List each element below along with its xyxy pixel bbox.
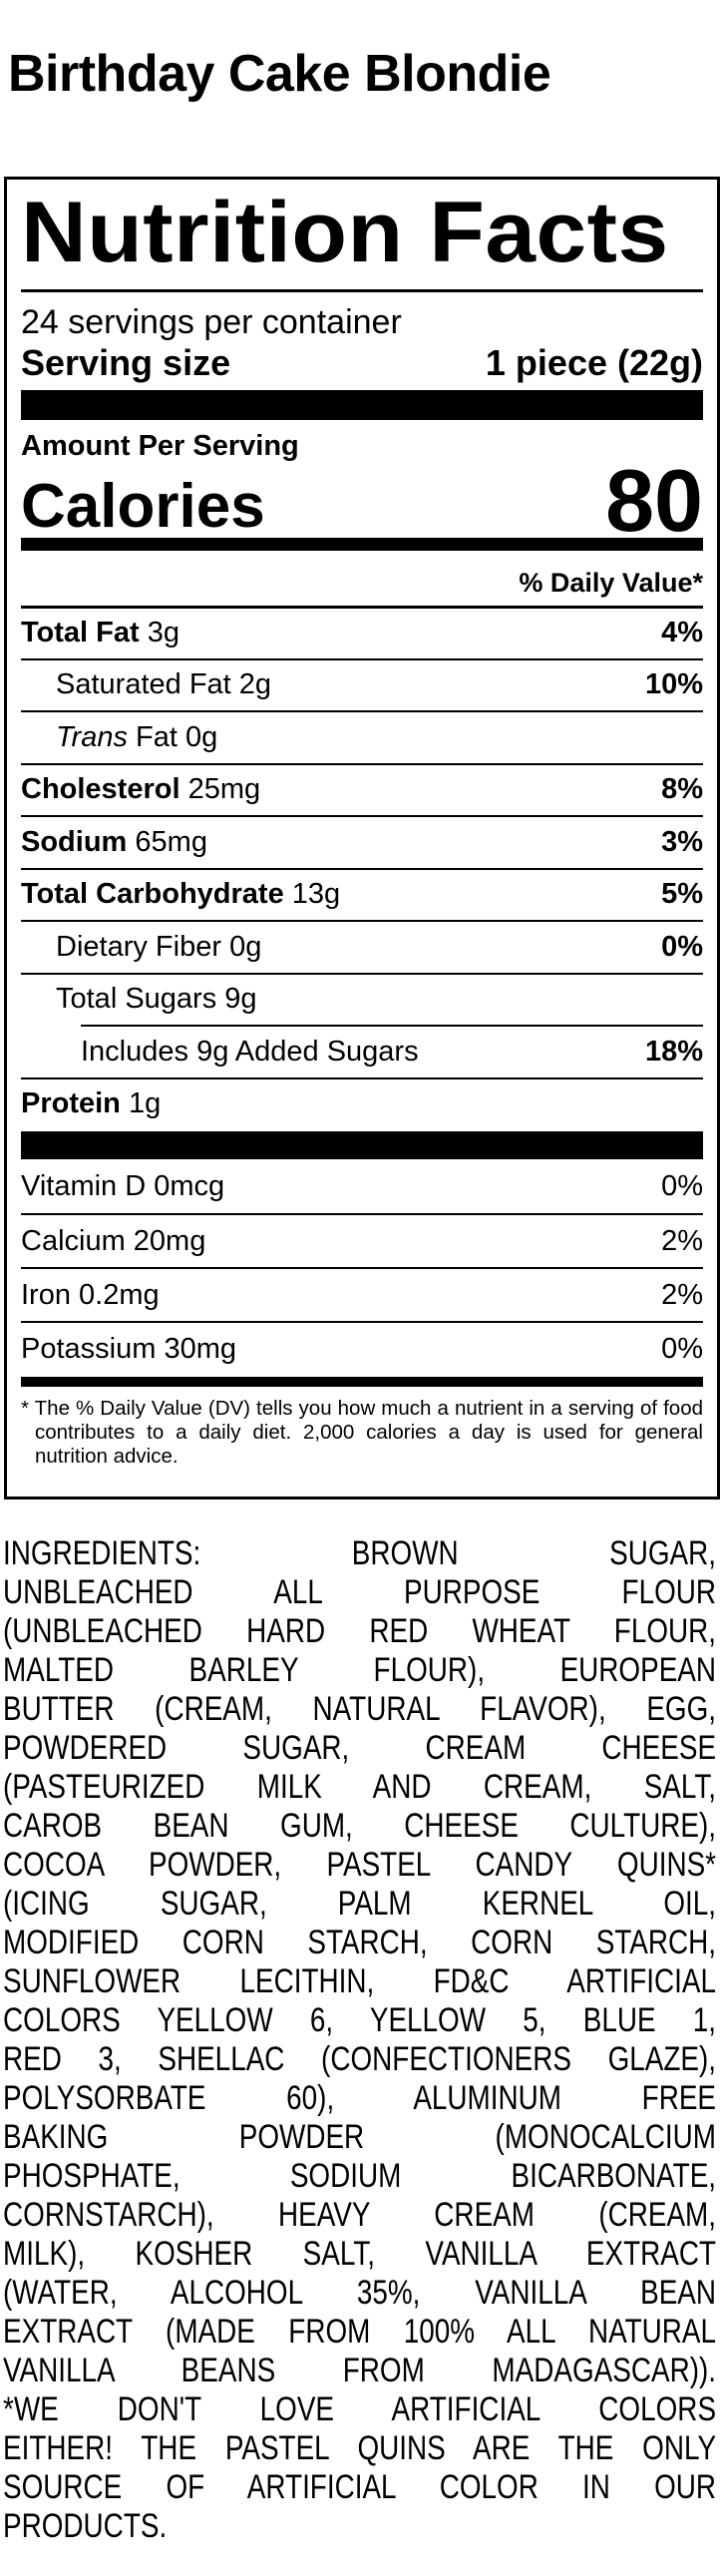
ingredients-line: (UNBLEACHED HARD RED WHEAT FLOUR, <box>3 1612 717 1650</box>
ingredients-line: (ICING SUGAR, PALM KERNEL OIL, <box>3 1885 717 1923</box>
nutrient-amount: 13g <box>291 878 341 911</box>
nutrient-name: Fat <box>136 720 178 753</box>
ingredients-line: PHOSPHATE, SODIUM BICARBONATE, <box>3 2157 717 2195</box>
nutrient-amount: 9g <box>224 983 257 1016</box>
nutrient-dv: 5% <box>661 878 703 911</box>
nutrient-row-sodium: Sodium 65mg 3% <box>21 815 703 868</box>
medium-divider <box>21 538 703 551</box>
ingredients-line: UNBLEACHED ALL PURPOSE FLOUR <box>3 1573 717 1611</box>
ingredients-line: SOURCE OF ARTIFICIAL COLOR IN OUR <box>3 2468 717 2506</box>
ingredients-line: CAROB BEAN GUM, CHEESE CULTURE), <box>3 1807 717 1845</box>
nutrient-name: Includes 9g Added Sugars <box>81 1035 419 1068</box>
vitamin-row: Calcium 20mg 2% <box>21 1213 703 1267</box>
nutrient-amount: 25mg <box>187 773 261 806</box>
vitamin-name: Potassium 30mg <box>21 1332 236 1365</box>
ingredients-line: VANILLA BEANS FROM MADAGASCAR)). <box>3 2352 717 2389</box>
nutrient-amount: 2g <box>238 668 272 701</box>
nutrient-amount: 65mg <box>135 825 207 858</box>
nutrient-name: Sodium <box>21 825 128 858</box>
vitamin-name: Iron 0.2mg <box>21 1278 160 1311</box>
nutrient-row-dietary-fiber: Dietary Fiber 0g 0% <box>21 920 703 973</box>
nutrient-dv: 3% <box>661 825 703 858</box>
divider <box>21 289 703 292</box>
nutrient-name: Total Fat <box>21 617 140 649</box>
nutrient-row-saturated-fat: Saturated Fat 2g 10% <box>21 657 703 711</box>
ingredients-line: MILK), KOSHER SALT, VANILLA EXTRACT <box>3 2235 717 2273</box>
ingredients-line: *WE DON'T LOVE ARTIFICIAL COLORS <box>3 2390 717 2428</box>
ingredients-line: SUNFLOWER LECITHIN, FD&C ARTIFICIAL <box>3 1962 717 2000</box>
nutrient-row-total-sugars: Total Sugars 9g <box>21 972 703 1026</box>
vitamin-dv: 0% <box>661 1332 703 1365</box>
vitamin-dv: 2% <box>661 1224 703 1257</box>
nutrient-name: Protein <box>21 1087 121 1120</box>
serving-size-label: Serving size <box>21 342 231 383</box>
nutrient-amount: 3g <box>147 617 180 649</box>
ingredients-line: EITHER! THE PASTEL QUINS ARE THE ONLY <box>3 2429 717 2467</box>
nutrient-amount: 0g <box>229 930 262 963</box>
nutrient-row-total-fat: Total Fat 3g 4% <box>21 606 703 658</box>
nutrient-name: Total Carbohydrate <box>21 878 284 911</box>
nutrition-facts-label: Nutrition Facts 24 servings per containe… <box>4 177 720 1500</box>
vitamin-row: Vitamin D 0mcg 0% <box>21 1159 703 1213</box>
nutrient-dv: 4% <box>661 617 703 649</box>
product-title: Birthday Cake Blondie <box>8 45 551 103</box>
ingredients-line: (WATER, ALCOHOL 35%, VANILLA BEAN <box>3 2274 717 2312</box>
ingredients-line: (PASTEURIZED MILK AND CREAM, SALT, <box>3 1768 717 1806</box>
nutrient-row-added-sugars: Includes 9g Added Sugars 18% <box>81 1025 703 1077</box>
ingredients-line: POLYSORBATE 60), ALUMINUM FREE <box>3 2079 717 2117</box>
nutrient-dv: 0% <box>661 930 703 963</box>
ingredients-line: RED 3, SHELLAC (CONFECTIONERS GLAZE), <box>3 2040 717 2078</box>
daily-value-header: % Daily Value* <box>519 568 703 598</box>
ingredients-line: CORNSTARCH), HEAVY CREAM (CREAM, <box>3 2196 717 2234</box>
nutrient-name: Dietary Fiber <box>56 930 221 963</box>
ingredients-line: COLORS YELLOW 6, YELLOW 5, BLUE 1, <box>3 2001 717 2039</box>
nutrient-dv: 10% <box>644 668 703 701</box>
serving-size: Serving size 1 piece (22g) <box>21 342 703 384</box>
vitamin-row: Potassium 30mg 0% <box>21 1321 703 1375</box>
calories-label: Calories <box>21 472 265 541</box>
ingredients-line: PRODUCTS. <box>3 2507 168 2545</box>
nutrient-row-protein: Protein 1g <box>21 1076 703 1130</box>
ingredients-line: POWDERED SUGAR, CREAM CHEESE <box>3 1729 717 1767</box>
nutrient-dv: 8% <box>661 773 703 806</box>
nutrient-name-italic: Trans <box>56 720 128 753</box>
thick-divider <box>21 1131 703 1159</box>
nutrient-row-trans-fat: Trans Fat 0g <box>21 710 703 763</box>
nutrient-row-total-carbohydrate: Total Carbohydrate 13g 5% <box>21 867 703 921</box>
daily-value-footnote: * The % Daily Value (DV) tells you how m… <box>21 1397 703 1468</box>
ingredients-line: BAKING POWDER (MONOCALCIUM <box>3 2118 717 2156</box>
nutrient-name: Cholesterol <box>21 773 180 806</box>
thick-divider <box>21 390 703 420</box>
nutrient-dv: 18% <box>644 1035 703 1068</box>
amount-per-serving: Amount Per Serving <box>21 430 299 462</box>
ingredients-list: INGREDIENTS: BROWN SUGAR, UNBLEACHED ALL … <box>3 1534 716 2546</box>
nutrient-name: Total Sugars <box>56 983 217 1016</box>
vitamin-dv: 2% <box>661 1278 703 1311</box>
ingredients-line: EXTRACT (MADE FROM 100% ALL NATURAL <box>3 2313 717 2351</box>
nutrition-facts-heading: Nutrition Facts <box>21 185 669 280</box>
ingredients-line: COCOA POWDER, PASTEL CANDY QUINS* <box>3 1846 717 1884</box>
medium-divider <box>21 1377 703 1387</box>
ingredients-line: MALTED BARLEY FLOUR), EUROPEAN <box>3 1651 717 1689</box>
serving-size-value: 1 piece (22g) <box>485 342 703 383</box>
servings-per-container: 24 servings per container <box>21 303 402 341</box>
vitamin-row: Iron 0.2mg 2% <box>21 1267 703 1321</box>
nutrient-amount: 0g <box>185 720 218 753</box>
ingredients-line: MODIFIED CORN STARCH, CORN STARCH, <box>3 1924 717 1961</box>
nutrient-amount: 1g <box>128 1087 162 1120</box>
ingredients-line: INGREDIENTS: BROWN SUGAR, <box>3 1534 717 1572</box>
nutrient-row-cholesterol: Cholesterol 25mg 8% <box>21 762 703 816</box>
vitamin-dv: 0% <box>661 1169 703 1202</box>
vitamin-name: Calcium 20mg <box>21 1224 206 1257</box>
calories-row: Calories 80 <box>21 451 703 550</box>
vitamin-name: Vitamin D 0mcg <box>21 1169 225 1202</box>
ingredients-line: BUTTER (CREAM, NATURAL FLAVOR), EGG, <box>3 1690 717 1728</box>
calories-value: 80 <box>605 451 703 550</box>
nutrient-name: Saturated Fat <box>56 668 231 701</box>
